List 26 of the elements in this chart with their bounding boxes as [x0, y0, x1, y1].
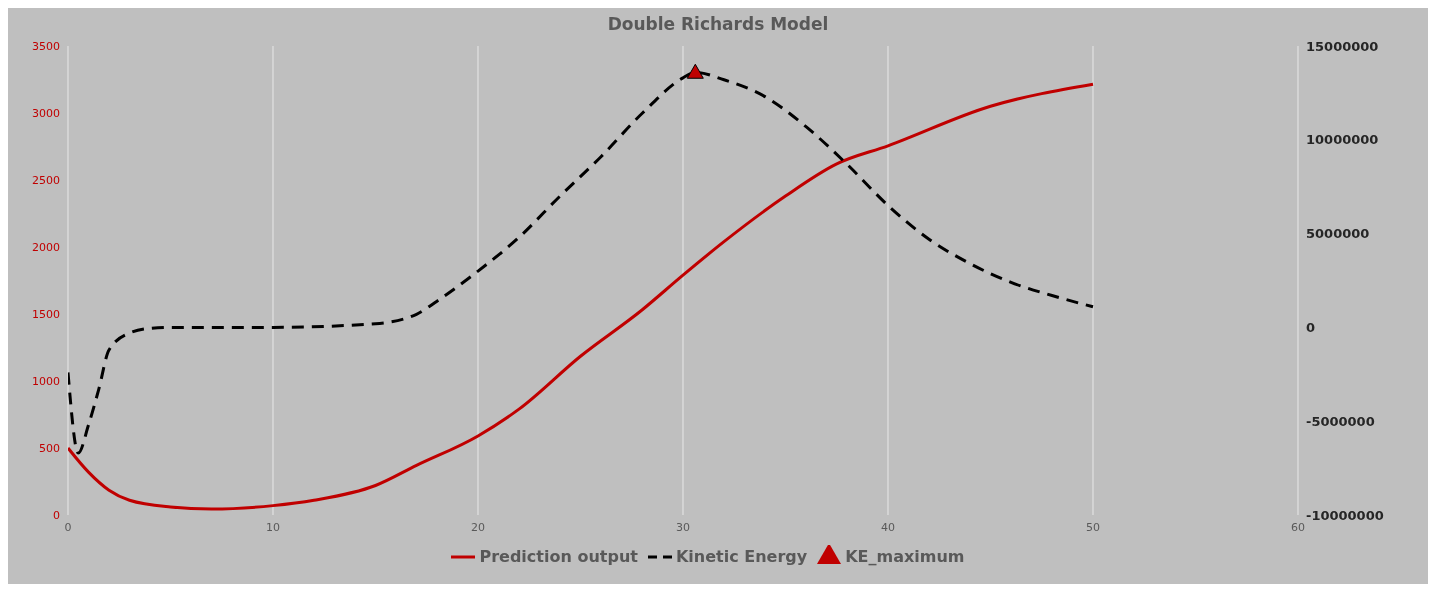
y-tick-label: 500: [39, 441, 60, 455]
y-tick-label: 0: [53, 508, 60, 522]
x-tick-label: 20: [471, 520, 485, 534]
x-tick-label: 10: [266, 520, 280, 534]
y-tick-label: 3500: [32, 39, 60, 53]
x-tick-label: 50: [1086, 520, 1100, 534]
y2-tick-label: 10000000: [1306, 132, 1379, 148]
y2-tick-label: -5000000: [1306, 413, 1375, 429]
y2-tick-label: -10000000: [1306, 507, 1384, 523]
y-tick-label: 1000: [32, 374, 60, 388]
y2-tick-label: 0: [1306, 320, 1316, 336]
y2-tick-label: 15000000: [1306, 38, 1379, 54]
x-tick-label: 0: [64, 520, 72, 534]
y-tick-label: 3000: [32, 106, 60, 120]
y-tick-label: 2000: [32, 240, 60, 254]
x-tick-label: 60: [1291, 520, 1305, 534]
legend-label: Prediction output: [479, 546, 638, 566]
legend-label: KE_maximum: [845, 546, 965, 566]
y-tick-label: 1500: [32, 307, 60, 321]
x-tick-label: 30: [676, 520, 690, 534]
y-tick-label: 2500: [32, 173, 60, 187]
line-series: [68, 82, 1095, 511]
chart-title: Double Richards Model: [606, 13, 830, 34]
x-tick-label: 40: [881, 520, 895, 534]
y2-tick-label: 5000000: [1306, 226, 1370, 242]
legend-label: Kinetic Energy: [675, 546, 808, 566]
